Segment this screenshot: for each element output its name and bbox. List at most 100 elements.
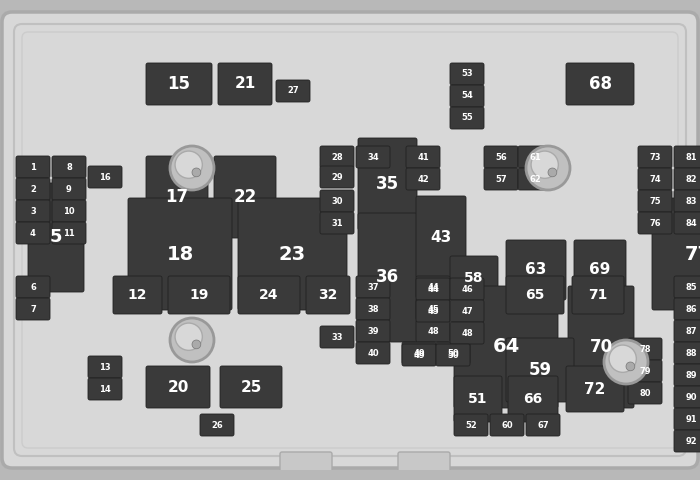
- FancyBboxPatch shape: [454, 286, 558, 408]
- Text: 87: 87: [685, 326, 696, 336]
- Text: 63: 63: [525, 263, 547, 277]
- FancyBboxPatch shape: [674, 298, 700, 320]
- FancyBboxPatch shape: [200, 414, 234, 436]
- Text: 10: 10: [63, 206, 75, 216]
- Text: 34: 34: [368, 153, 379, 161]
- FancyBboxPatch shape: [320, 166, 354, 188]
- Text: 42: 42: [417, 175, 429, 183]
- Circle shape: [626, 362, 635, 371]
- Circle shape: [604, 340, 648, 384]
- FancyBboxPatch shape: [52, 156, 86, 178]
- FancyBboxPatch shape: [674, 408, 700, 430]
- Text: 20: 20: [167, 380, 189, 395]
- Text: 13: 13: [99, 362, 111, 372]
- FancyBboxPatch shape: [52, 200, 86, 222]
- Text: 84: 84: [685, 218, 696, 228]
- FancyBboxPatch shape: [416, 298, 450, 320]
- Text: 85: 85: [685, 283, 696, 291]
- Text: 19: 19: [189, 288, 209, 302]
- Text: 56: 56: [495, 153, 507, 161]
- Circle shape: [609, 345, 636, 372]
- FancyBboxPatch shape: [674, 212, 700, 234]
- FancyBboxPatch shape: [454, 376, 502, 422]
- Circle shape: [170, 146, 214, 190]
- FancyBboxPatch shape: [674, 320, 700, 342]
- Text: 44: 44: [427, 285, 439, 293]
- Text: 26: 26: [211, 420, 223, 430]
- Text: 25: 25: [240, 380, 262, 395]
- Text: 59: 59: [528, 361, 552, 379]
- Text: 48: 48: [427, 326, 439, 336]
- FancyBboxPatch shape: [88, 356, 122, 378]
- FancyBboxPatch shape: [674, 430, 700, 452]
- Text: 48: 48: [461, 328, 472, 337]
- Text: 43: 43: [430, 229, 452, 244]
- FancyBboxPatch shape: [16, 156, 50, 178]
- Text: 14: 14: [99, 384, 111, 394]
- FancyBboxPatch shape: [416, 278, 450, 300]
- FancyBboxPatch shape: [638, 168, 672, 190]
- Text: 3: 3: [30, 206, 36, 216]
- FancyBboxPatch shape: [506, 240, 566, 300]
- FancyBboxPatch shape: [146, 366, 210, 408]
- Circle shape: [192, 168, 201, 177]
- FancyBboxPatch shape: [88, 378, 122, 400]
- Text: 50: 50: [447, 350, 458, 360]
- FancyBboxPatch shape: [652, 198, 700, 310]
- FancyBboxPatch shape: [16, 178, 50, 200]
- Text: 32: 32: [318, 288, 337, 302]
- Text: 28: 28: [331, 153, 343, 161]
- Text: 55: 55: [461, 113, 473, 122]
- Text: 23: 23: [279, 244, 306, 264]
- Text: 5: 5: [50, 228, 62, 247]
- Circle shape: [170, 318, 214, 362]
- FancyBboxPatch shape: [406, 168, 440, 190]
- Text: 88: 88: [685, 348, 696, 358]
- FancyBboxPatch shape: [238, 276, 300, 314]
- Text: 62: 62: [529, 175, 541, 183]
- Text: 83: 83: [685, 196, 696, 205]
- FancyBboxPatch shape: [356, 298, 390, 320]
- FancyBboxPatch shape: [398, 452, 450, 474]
- Text: 52: 52: [465, 420, 477, 430]
- Circle shape: [531, 151, 559, 179]
- FancyBboxPatch shape: [490, 414, 524, 436]
- FancyBboxPatch shape: [450, 322, 484, 344]
- FancyBboxPatch shape: [572, 276, 624, 314]
- Text: 15: 15: [167, 75, 190, 93]
- Text: 65: 65: [525, 288, 545, 302]
- FancyBboxPatch shape: [416, 276, 450, 298]
- Circle shape: [175, 323, 202, 350]
- FancyBboxPatch shape: [450, 85, 484, 107]
- FancyBboxPatch shape: [450, 63, 484, 85]
- FancyBboxPatch shape: [454, 414, 488, 436]
- FancyBboxPatch shape: [16, 298, 50, 320]
- Text: 22: 22: [233, 188, 257, 206]
- FancyBboxPatch shape: [28, 183, 84, 292]
- Text: 57: 57: [495, 175, 507, 183]
- Text: 38: 38: [368, 304, 379, 313]
- Text: 77: 77: [685, 244, 700, 264]
- FancyBboxPatch shape: [320, 212, 354, 234]
- Text: 36: 36: [376, 268, 399, 287]
- FancyBboxPatch shape: [356, 320, 390, 342]
- Text: 67: 67: [537, 420, 549, 430]
- Text: 33: 33: [331, 333, 343, 341]
- Text: 24: 24: [259, 288, 279, 302]
- Text: 78: 78: [639, 345, 651, 353]
- FancyBboxPatch shape: [484, 146, 518, 168]
- FancyBboxPatch shape: [674, 190, 700, 212]
- Text: 82: 82: [685, 175, 696, 183]
- FancyBboxPatch shape: [518, 168, 552, 190]
- Text: 54: 54: [461, 92, 473, 100]
- FancyBboxPatch shape: [16, 200, 50, 222]
- FancyBboxPatch shape: [568, 286, 634, 408]
- FancyBboxPatch shape: [168, 276, 230, 314]
- FancyBboxPatch shape: [450, 107, 484, 129]
- Text: 69: 69: [589, 263, 610, 277]
- Text: 44: 44: [427, 283, 439, 291]
- FancyBboxPatch shape: [674, 386, 700, 408]
- Text: 41: 41: [417, 153, 429, 161]
- Text: 35: 35: [376, 175, 399, 193]
- Text: 53: 53: [461, 70, 472, 79]
